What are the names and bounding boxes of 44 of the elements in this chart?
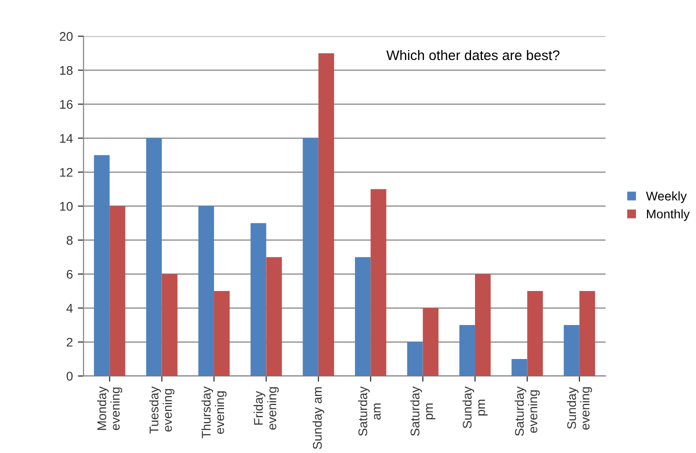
- bar: [422, 308, 438, 376]
- bar: [407, 342, 423, 376]
- x-tick-label: Saturday evening: [514, 386, 540, 436]
- y-tick-label: 16: [60, 100, 73, 109]
- bar: [94, 155, 110, 376]
- bar: [475, 274, 491, 376]
- x-tick-label: Saturday pm: [410, 386, 436, 436]
- y-tick-label: 14: [60, 134, 73, 143]
- x-tick-label: Sunday pm: [462, 386, 488, 428]
- bar: [527, 291, 543, 376]
- x-tick-label: Sunday evening: [566, 387, 592, 430]
- bar: [250, 223, 266, 376]
- bar: [512, 359, 528, 376]
- bar: [162, 274, 178, 376]
- text: Which other dates are best?: [386, 50, 560, 60]
- y-tick-label: 4: [66, 304, 73, 313]
- y-tick-label: 8: [66, 236, 73, 245]
- bar: [579, 291, 596, 376]
- legend-label: Monthly: [646, 209, 690, 221]
- y-tick-label: 0: [66, 372, 73, 381]
- bar: [354, 257, 371, 376]
- bar: [318, 53, 334, 376]
- bar: [110, 206, 126, 376]
- y-tick-label: 6: [66, 270, 73, 279]
- x-tick-label: Monday evening: [97, 386, 122, 430]
- bar: [214, 291, 230, 376]
- bar: [564, 325, 580, 376]
- x-tick-label: Friday evening: [254, 387, 279, 430]
- x-tick-label: Sunday am: [312, 387, 324, 450]
- bar: [198, 206, 214, 376]
- bar: [266, 257, 282, 376]
- y-tick-label: 2: [66, 338, 72, 347]
- y-tick-label: 12: [60, 168, 72, 177]
- y-tick-label: 10: [60, 202, 73, 211]
- y-tick-label: 20: [60, 32, 73, 41]
- bar: [459, 325, 476, 376]
- bar: [302, 138, 318, 376]
- x-tick-label: Saturday am: [358, 386, 381, 436]
- x-tick-label: Thursday evening: [201, 386, 227, 438]
- bar: [370, 189, 386, 376]
- y-tick-label: 18: [60, 66, 73, 75]
- x-tick-label: Tuesday evening: [149, 386, 174, 434]
- legend-label: Weekly: [646, 191, 687, 203]
- bar: [146, 138, 162, 376]
